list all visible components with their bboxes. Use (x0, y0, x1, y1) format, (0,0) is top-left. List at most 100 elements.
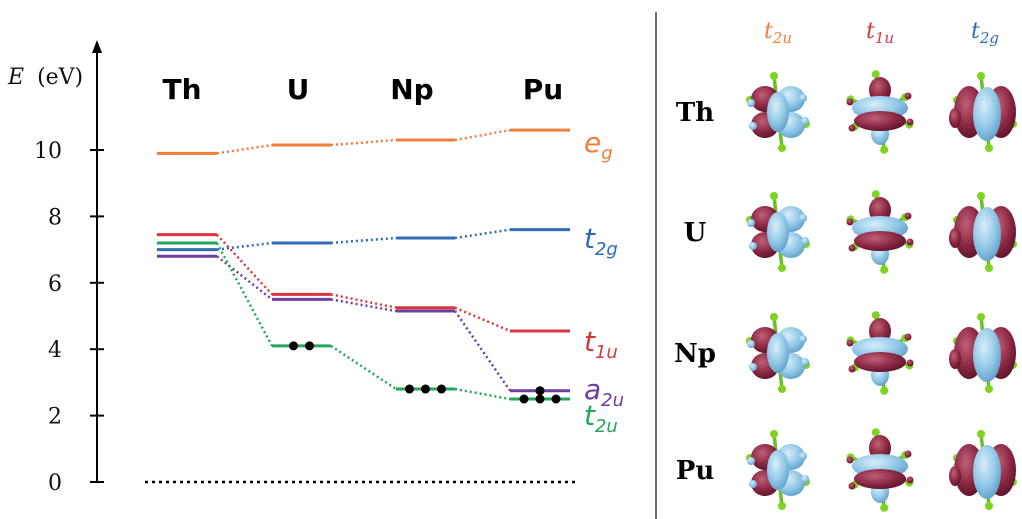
electron-dot (289, 341, 298, 351)
ligand-atom (778, 385, 786, 393)
orbital-lobe (747, 340, 755, 348)
axis-tick-label: 6 (48, 272, 62, 297)
orbital-lobe (854, 111, 906, 131)
energy-axis: E (eV) 0 2 4 6 8 10 (7, 40, 104, 496)
orbital-isosurface-np-t2g (949, 313, 1017, 393)
orbital-lobe (906, 118, 914, 126)
orbital-row-label-u: U (684, 218, 707, 248)
orbital-lobe (767, 92, 789, 132)
ligand-atom (977, 313, 985, 321)
element-header-np: Np (390, 73, 433, 106)
orbital-lobe (904, 333, 912, 341)
orbital-lobe (801, 237, 809, 245)
level-label-t2g: t2g (584, 222, 618, 260)
ligand-atom (770, 430, 778, 438)
orbital-lobe (749, 242, 757, 250)
orbital-lobe (799, 452, 807, 460)
level-series-t1u (157, 233, 570, 333)
orbital-grid (746, 70, 1017, 512)
axis-label: E (eV) (7, 65, 83, 90)
orbital-lobe (973, 87, 1001, 141)
orbital-column-header-t2u: t2u (764, 19, 792, 47)
ligand-atom (985, 264, 993, 272)
level-connector-a2u (453, 310, 512, 392)
ligand-atom (871, 70, 880, 79)
ligand-atom (880, 503, 889, 512)
orbital-lobe (846, 98, 854, 106)
electron-dot (551, 394, 561, 404)
orbital-row-label-pu: Pu (676, 456, 715, 486)
ligand-atom (977, 72, 985, 80)
orbital-lobe (799, 335, 807, 343)
level-connector-eg (454, 128, 511, 142)
element-headers: Th U Np Pu (162, 73, 563, 106)
orbital-lobe (799, 94, 807, 102)
orbital-lobe (848, 124, 856, 132)
element-header-u: U (287, 73, 310, 106)
ligand-atom (770, 192, 778, 200)
level-label-a2u: a2u (584, 373, 624, 411)
element-header-pu: Pu (523, 73, 563, 106)
level-series-eg (157, 128, 570, 155)
level-label-t2u: t2u (584, 399, 618, 437)
axis-tick-label: 4 (48, 338, 62, 363)
orbital-isosurface-u-t2u (746, 192, 810, 272)
axis-tick-label: 0 (48, 471, 62, 496)
orbital-row-labels: Th U Np Pu (674, 98, 716, 486)
ligand-atom (778, 502, 786, 510)
orbital-lobe (949, 349, 961, 369)
orbital-lobe (906, 359, 914, 367)
axis-label-unit: (eV) (37, 65, 83, 90)
orbital-lobe (848, 482, 856, 490)
orbital-lobe (767, 333, 789, 373)
electron-dot (535, 394, 545, 404)
ligand-atom (871, 428, 880, 437)
level-connector-a2u (330, 298, 397, 313)
ligand-atom (778, 144, 786, 152)
orbital-lobe (801, 358, 809, 366)
orbital-isosurface-pu-t2u (746, 430, 810, 510)
axis-ticks: 0 2 4 6 8 10 (34, 139, 104, 496)
orbital-isosurface-th-t2g (949, 72, 1017, 152)
orbital-isosurface-pu-t2g (949, 430, 1017, 510)
orbital-lobe (801, 117, 809, 125)
ligand-atom (880, 145, 889, 154)
orbital-lobe (749, 122, 757, 130)
level-connector-t2u (454, 387, 511, 401)
level-label-t1u: t1u (584, 325, 618, 363)
ligand-atom (977, 430, 985, 438)
ligand-atom (977, 192, 985, 200)
ligand-atom (778, 264, 786, 272)
orbital-panel: t2u t1u t2g Th U Np Pu (674, 19, 1017, 512)
ligand-atom (770, 313, 778, 321)
orbital-lobe (906, 476, 914, 484)
level-label-eg: eg (584, 126, 613, 164)
orbital-isosurface-u-t2g (949, 192, 1017, 272)
electron-dot (421, 384, 430, 394)
orbital-lobe (973, 445, 1001, 499)
orbital-lobe (799, 214, 807, 222)
orbital-isosurface-th-t2u (746, 72, 810, 152)
orbital-column-header-t2g: t2g (971, 19, 999, 47)
orbital-lobe (854, 231, 906, 251)
electron-dot (535, 386, 545, 396)
level-connector-eg (330, 138, 397, 147)
orbital-lobe (846, 456, 854, 464)
orbital-lobe (747, 457, 755, 465)
orbital-isosurface-np-t1u (846, 311, 914, 395)
level-connector-t1u (454, 306, 511, 333)
level-connector-t2g (330, 236, 397, 245)
orbital-lobe (846, 339, 854, 347)
orbital-lobe (854, 469, 906, 489)
orbital-row-label-th: Th (676, 98, 714, 128)
orbital-lobe (973, 207, 1001, 261)
orbital-row-label-np: Np (674, 339, 716, 369)
orbital-lobe (949, 228, 961, 248)
level-connector-t1u (330, 293, 397, 309)
orbital-column-header-t1u: t1u (866, 19, 894, 47)
orbital-lobe (906, 238, 914, 246)
level-connector-a2u (216, 255, 273, 301)
orbital-isosurface-pu-t1u (846, 428, 914, 512)
